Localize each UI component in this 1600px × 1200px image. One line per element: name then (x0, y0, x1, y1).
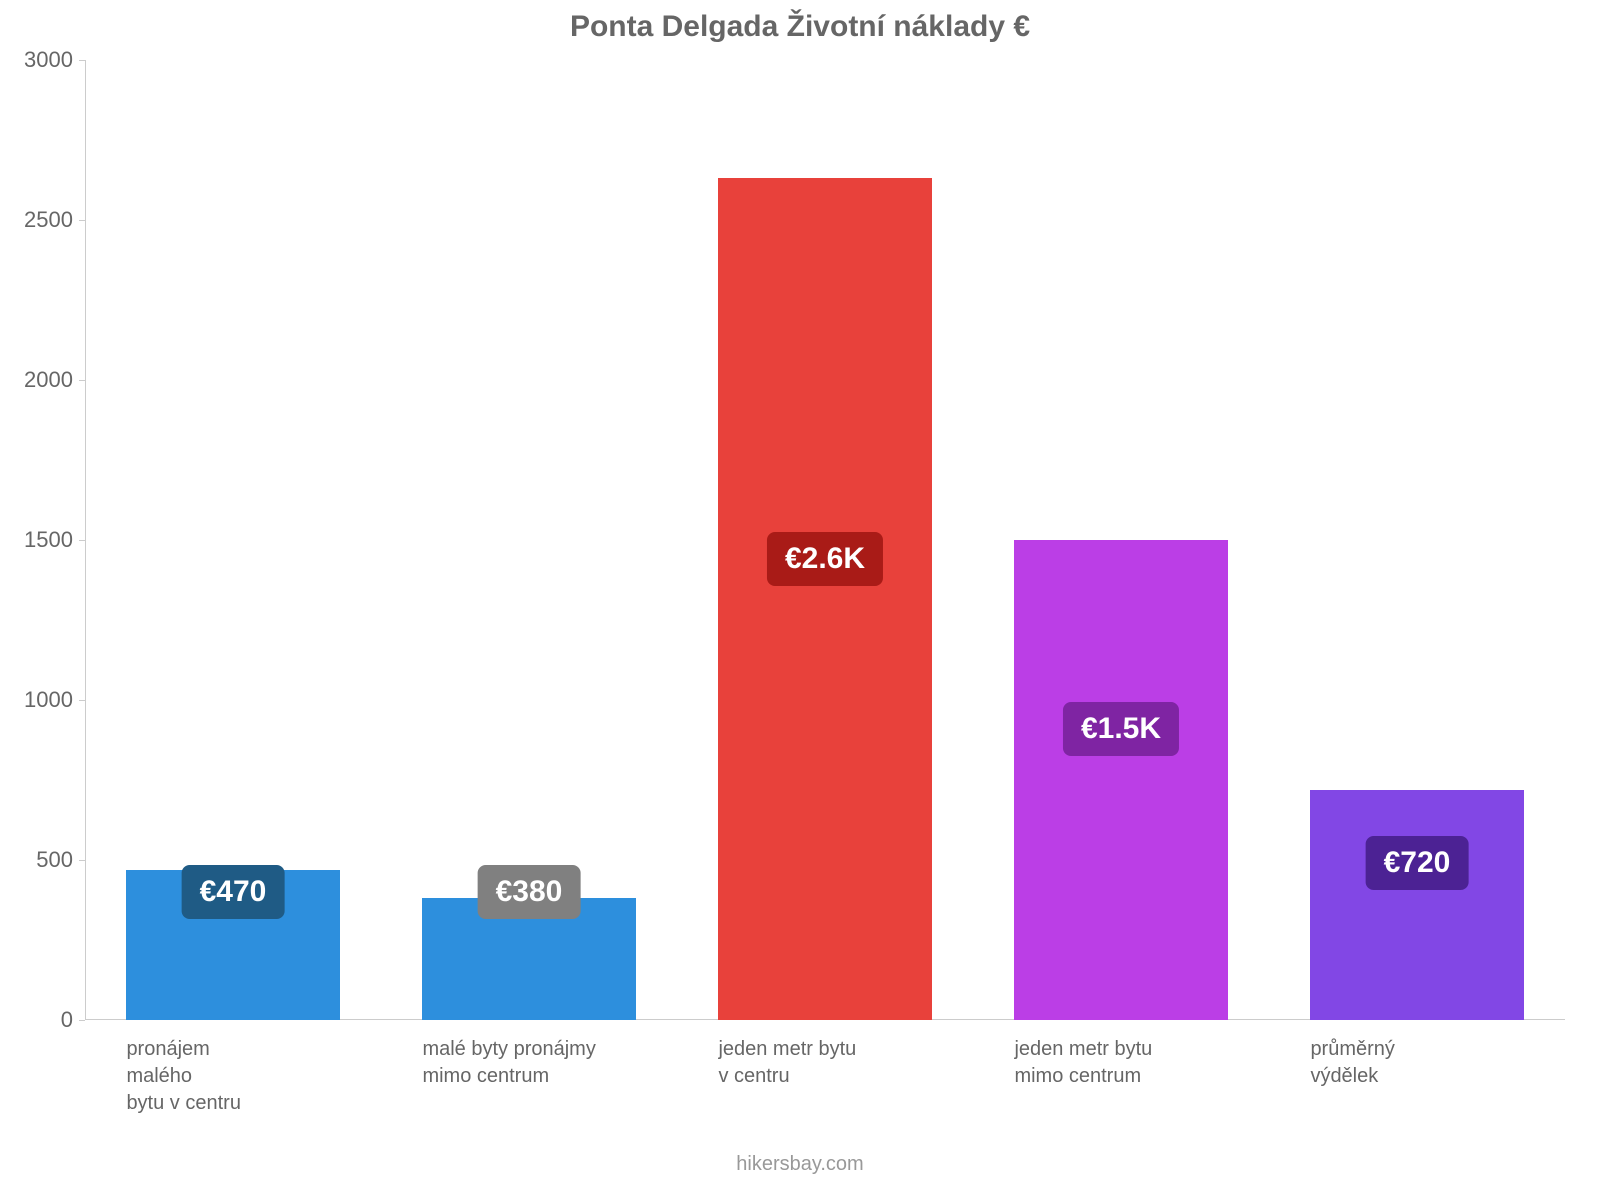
value-label: €380 (478, 865, 581, 919)
x-category-label: malé byty pronájmymimo centrum (422, 1020, 635, 1090)
x-category-label: jeden metr bytumimo centrum (1014, 1020, 1227, 1090)
y-tick-label: 0 (61, 1007, 85, 1033)
chart-container: Ponta Delgada Životní náklady € €470 €380… (0, 0, 1600, 1200)
bars-layer: €470 €380 €2.6K €1.5K €720 (85, 60, 1565, 1020)
value-label: €470 (182, 865, 285, 919)
y-tick-label: 2500 (24, 207, 85, 233)
y-tick-label: 2000 (24, 367, 85, 393)
bar (1310, 790, 1523, 1020)
value-label: €1.5K (1063, 702, 1179, 756)
x-category-label: jeden metr bytuv centru (718, 1020, 931, 1090)
value-label: €720 (1366, 836, 1469, 890)
chart-title: Ponta Delgada Životní náklady € (0, 10, 1600, 44)
y-tick-label: 3000 (24, 47, 85, 73)
value-label: €2.6K (767, 532, 883, 586)
x-category-label: pronájemmaléhobytu v centru (126, 1020, 339, 1117)
y-tick-label: 1000 (24, 687, 85, 713)
footer-credit: hikersbay.com (0, 1153, 1600, 1176)
y-tick-label: 1500 (24, 527, 85, 553)
bar (718, 178, 931, 1020)
y-tick-label: 500 (36, 847, 85, 873)
x-category-label: průměrnývýdělek (1310, 1020, 1523, 1090)
plot-area: €470€380€2.6K€1.5K€720 05001000150020002… (85, 60, 1565, 1020)
bar (1014, 540, 1227, 1020)
